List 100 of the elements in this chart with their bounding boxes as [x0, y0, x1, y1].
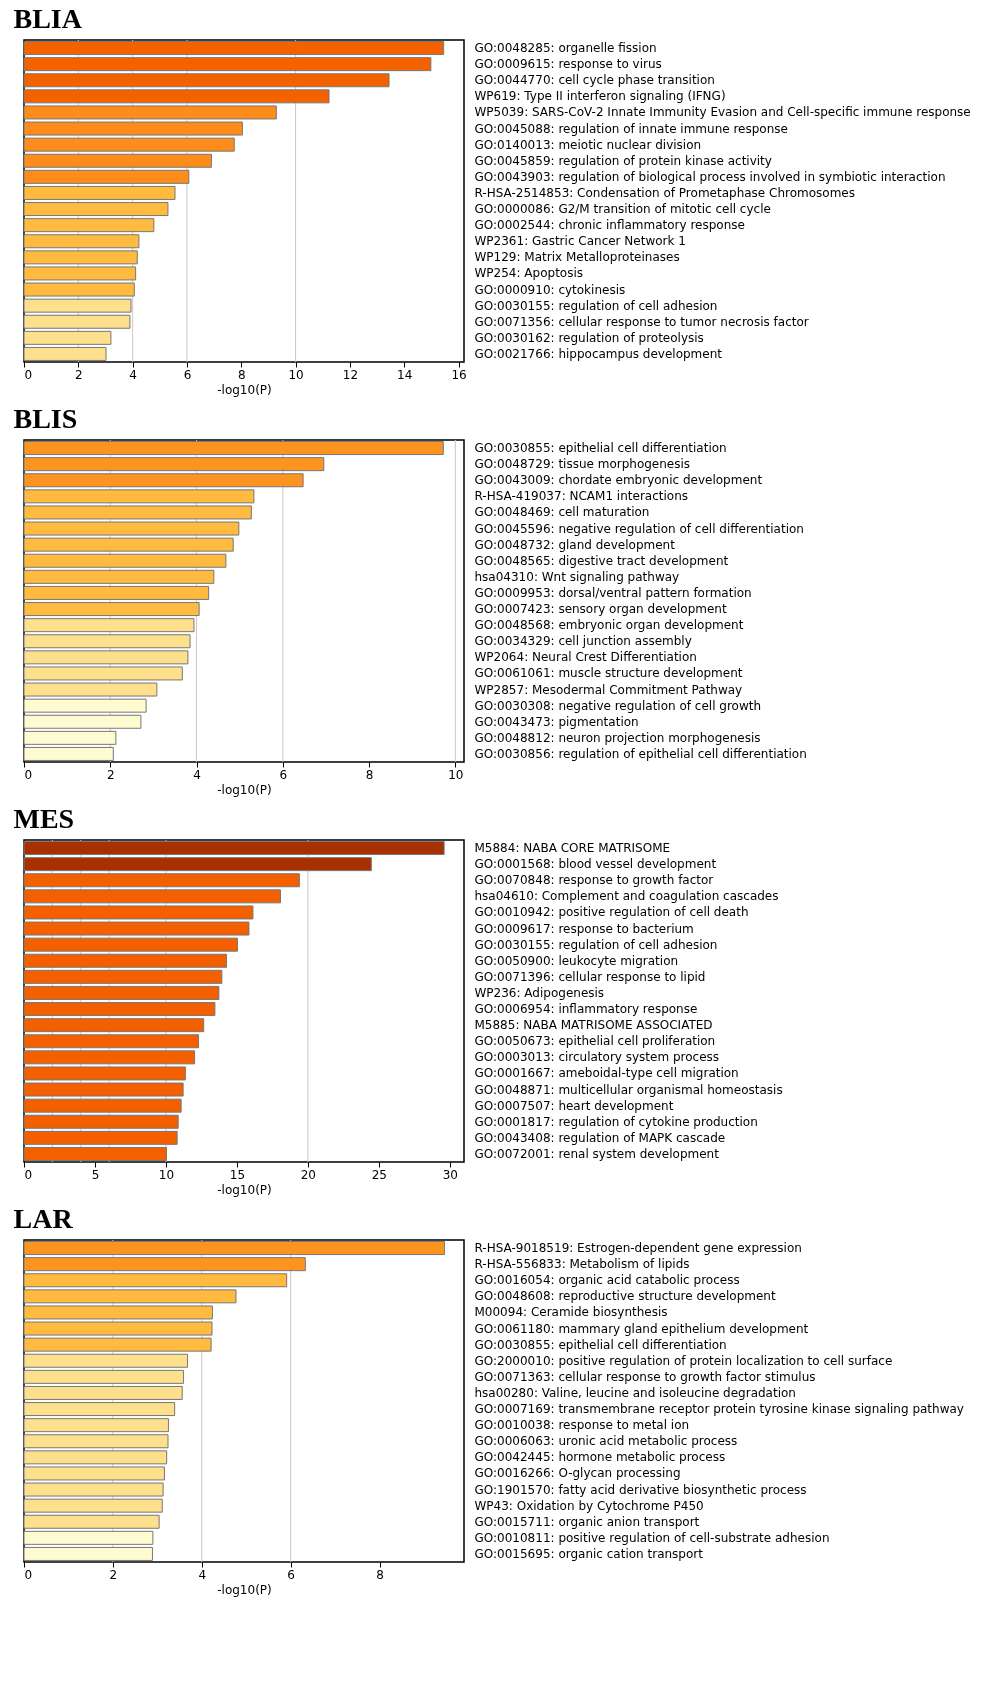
y-tick-label: WP254: Apoptosis	[474, 266, 584, 281]
y-tick-label: GO:0043408: regulation of MAPK cascade	[474, 1130, 726, 1145]
bar	[23, 1146, 167, 1161]
bar	[23, 985, 220, 1000]
y-tick-label: GO:0043903: regulation of biological process involved in symbiotic interaction	[474, 169, 946, 184]
y-tick-label: GO:0071356: cellular response to tumor necrosis factor	[474, 314, 809, 329]
y-tick-label: GO:0048732: gland development	[474, 537, 676, 552]
y-tick-label: WP2857: Mesodermal Commitment Pathway	[474, 682, 743, 697]
bar	[23, 1098, 182, 1113]
x-axis-title: -log10(P)	[217, 782, 272, 797]
bar	[23, 1241, 445, 1256]
x-tick-label: 15	[229, 1167, 246, 1182]
y-tick-label: GO:0030155: regulation of cell adhesion	[474, 298, 718, 313]
x-tick-label: 2	[75, 367, 83, 382]
y-tick-label: GO:0045859: regulation of protein kinase activity	[474, 153, 772, 168]
bar	[23, 969, 223, 984]
bar	[23, 441, 444, 456]
bar	[23, 937, 238, 952]
bar	[23, 730, 117, 745]
y-tick-label: GO:0015695: organic cation transport	[474, 1546, 704, 1561]
y-tick-label: GO:0001568: blood vessel development	[474, 857, 717, 872]
y-tick-label: GO:0006063: uronic acid metabolic process	[474, 1434, 738, 1449]
x-tick-label: 2	[109, 1567, 118, 1582]
x-tick-label: 20	[300, 1167, 317, 1182]
bar	[23, 234, 140, 249]
bar	[23, 1257, 306, 1272]
y-tick-label: GO:0048608: reproductive structure development	[474, 1289, 776, 1304]
x-tick-label: 8	[376, 1567, 384, 1582]
y-tick-label: GO:0042445: hormone metabolic process	[474, 1450, 726, 1465]
bar	[23, 153, 212, 168]
x-tick-label: 0	[24, 1567, 33, 1582]
bar	[23, 1546, 153, 1561]
bar	[23, 1530, 154, 1545]
x-tick-label: 4	[198, 1567, 207, 1582]
y-tick-label: hsa04610: Complement and coagulation cascades	[474, 889, 779, 904]
y-tick-label: GO:0048469: cell maturation	[474, 505, 650, 520]
y-tick-label: GO:0045596: negative regulation of cell differentiation	[474, 521, 804, 536]
y-tick-label: GO:0048812: neuron projection morphogenesis	[474, 730, 761, 745]
bar	[23, 137, 235, 152]
y-tick-label: WP2361: Gastric Cancer Network 1	[474, 234, 686, 249]
y-tick-label: GO:0048285: organelle fission	[474, 41, 657, 56]
y-tick-label: GO:0050900: leukocyte migration	[474, 953, 679, 968]
y-tick-label: WP43: Oxidation by Cytochrome P450	[474, 1498, 704, 1513]
y-tick-label: R-HSA-2514853: Condensation of Prometaphase Chromosomes	[474, 185, 855, 200]
y-tick-label: GO:0050673: epithelial cell proliferation	[474, 1034, 716, 1049]
chart-title: MES	[13, 802, 75, 834]
y-tick-label: GO:0030308: negative regulation of cell growth	[474, 698, 762, 713]
y-tick-label: GO:0061180: mammary gland epithelium development	[474, 1321, 809, 1336]
y-tick-label: GO:0000086: G2/M transition of mitotic cell cycle	[474, 202, 771, 217]
bar	[23, 346, 107, 361]
bar	[23, 169, 190, 184]
bar	[23, 1418, 169, 1433]
y-tick-label: GO:1901570: fatty acid derivative biosynthetic process	[474, 1482, 807, 1497]
y-tick-label: hsa00280: Valine, leucine and isoleucine degradation	[474, 1385, 796, 1400]
y-tick-label: M00094: Ceramide biosynthesis	[474, 1305, 668, 1320]
y-tick-label: GO:2000010: positive regulation of protein localization to cell surface	[474, 1353, 893, 1368]
y-tick-label: GO:0003013: circulatory system process	[474, 1050, 720, 1065]
y-tick-label: GO:0045088: regulation of innate immune response	[474, 121, 788, 136]
y-tick-label: GO:0007507: heart development	[474, 1098, 674, 1113]
bar	[23, 1402, 176, 1417]
y-tick-label: GO:0009615: response to virus	[474, 57, 662, 72]
y-tick-label: M5885: NABA MATRISOME ASSOCIATED	[474, 1018, 713, 1033]
y-tick-label: R-HSA-9018519: Estrogen-dependent gene expression	[474, 1241, 802, 1256]
bar	[23, 1273, 288, 1288]
x-tick-label: 16	[451, 367, 467, 382]
bar	[23, 1002, 216, 1017]
chart-title: BLIS	[13, 402, 78, 434]
bar	[23, 537, 234, 552]
y-tick-label: GO:0021766: hippocampus development	[474, 346, 723, 361]
bar	[23, 602, 200, 617]
y-tick-label: GO:0010038: response to metal ion	[474, 1418, 690, 1433]
bar	[23, 314, 131, 329]
x-tick-label: 6	[183, 367, 192, 382]
bar	[23, 634, 191, 649]
y-tick-label: GO:0044770: cell cycle phase transition	[474, 73, 715, 88]
y-tick-label: GO:0016266: O-glycan processing	[474, 1466, 681, 1481]
bar	[23, 1498, 163, 1513]
x-tick-label: 2	[106, 767, 115, 782]
x-tick-label: 30	[442, 1167, 458, 1182]
y-tick-label: GO:0071396: cellular response to lipid	[474, 969, 706, 984]
bar	[23, 1514, 160, 1529]
y-tick-label: GO:0002544: chronic inflammatory response	[474, 218, 745, 233]
bar	[23, 1034, 200, 1049]
y-tick-label: GO:0061061: muscle structure development	[474, 666, 743, 681]
bar	[23, 1018, 205, 1033]
y-tick-label: R-HSA-419037: NCAM1 interactions	[474, 489, 689, 504]
y-tick-label: M5884: NABA CORE MATRISOME	[474, 841, 671, 856]
y-tick-label: GO:0007423: sensory organ development	[474, 602, 727, 617]
y-tick-label: GO:0030855: epithelial cell differentiation	[474, 1337, 727, 1352]
bar	[23, 41, 445, 56]
chart-title: BLIA	[13, 2, 83, 34]
bar	[23, 746, 114, 761]
x-tick-label: 8	[365, 767, 374, 782]
x-tick-label: 25	[371, 1167, 387, 1182]
x-tick-label: 0	[24, 1167, 33, 1182]
x-tick-label: 0	[24, 367, 33, 382]
y-tick-label: GO:0030855: epithelial cell differentiation	[474, 441, 727, 456]
y-tick-label: GO:0034329: cell junction assembly	[474, 634, 692, 649]
x-axis-title: -log10(P)	[217, 382, 272, 397]
bar	[23, 330, 112, 345]
